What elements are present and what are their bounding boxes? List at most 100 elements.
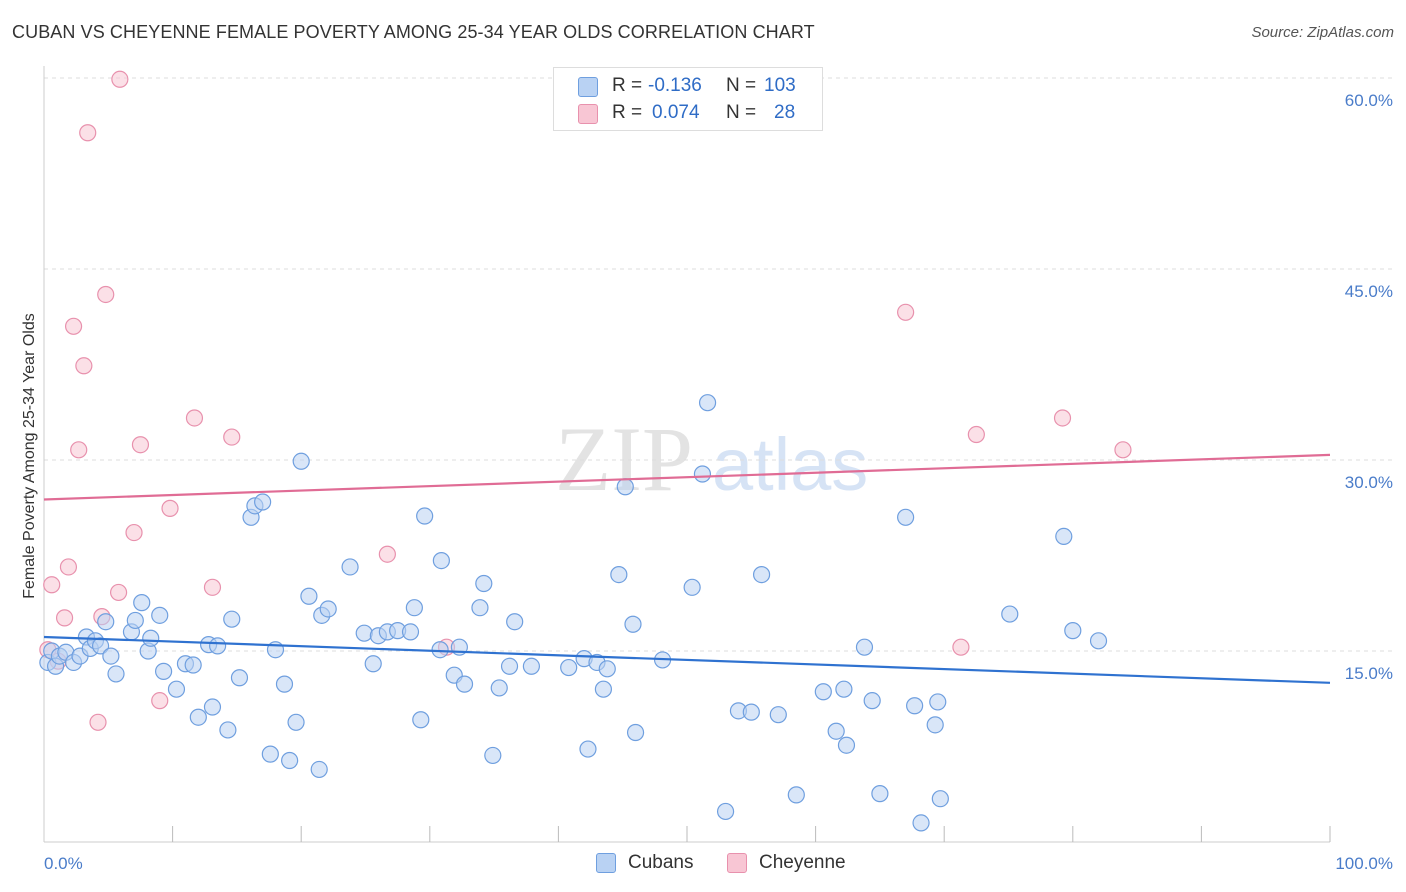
cheyenne-point [1053,409,1072,427]
n-value: 103 [764,75,796,96]
cuban-point [1001,605,1019,623]
cheyenne-point [64,317,83,335]
cuban-point [281,751,299,770]
cuban-point [107,665,125,683]
cuban-point [863,692,881,710]
cuban-point [897,508,915,526]
cuban-point [184,656,202,674]
cuban-point [416,507,434,525]
cuban-point [490,679,508,697]
cuban-point [716,802,735,821]
x-tick-label-max: 100.0% [1335,854,1393,873]
cuban-point [837,736,856,754]
cuban-point [906,697,924,715]
cheyenne-point [378,545,396,563]
cheyenne-swatch [578,104,598,124]
cuban-point [931,790,949,808]
r-value: 0.074 [652,102,700,123]
cuban-point [219,721,237,739]
n-label: N = [726,102,757,123]
cuban-point [594,680,613,698]
cheyenne-point [131,436,150,454]
cuban-trend-line [43,635,1331,684]
cuban-point [223,610,241,628]
cuban-point [855,638,874,656]
x-tick-label-min: 0.0% [44,854,83,873]
x-axis-ticks [172,826,1331,842]
cuban-point [209,637,227,655]
y-tick-label: 60.0% [1345,91,1393,110]
cuban-point [926,716,944,734]
cuban-point [610,565,628,584]
watermark: ZIP atlas [555,408,868,510]
r-value: -0.136 [648,75,702,96]
cheyenne-point [55,609,74,627]
y-tick-label: 30.0% [1345,473,1393,492]
cuban-point [203,698,222,716]
cuban-point [500,657,519,675]
gridlines [44,77,1392,652]
cheyenne-point [70,441,88,459]
cuban-point [261,745,279,763]
cuban-point [484,746,502,765]
r-label: R = [612,75,643,96]
cuban-point [431,641,449,659]
cuban-point [693,465,712,483]
cuban-point [189,708,207,726]
y-axis-label: Female Poverty Among 25-34 Year Olds [21,313,38,599]
cheyenne-point [151,692,169,710]
cuban-point [683,578,701,596]
cuban-point [624,615,642,633]
cheyenne-point [75,357,93,375]
cheyenne-trend-line [43,453,1331,501]
stats-legend: R = -0.136 N = 103 R = 0.074 N = 28 [553,67,823,131]
cheyenne-points [39,70,1132,731]
r-label: R = [612,102,643,123]
cuban-point [133,594,151,612]
trend-lines [43,453,1331,684]
cuban-point [151,606,169,624]
cheyenne-point [952,638,970,656]
cuban-point [471,599,489,617]
cuban-point [287,713,305,731]
cuban-point [292,452,310,470]
cuban-point [401,623,420,641]
cuban-point [412,711,430,729]
cheyenne-point [1114,441,1132,459]
cuban-point [142,629,160,647]
y-tick-label: 15.0% [1345,664,1393,683]
cuban-point [364,655,382,673]
cuban-point [230,669,249,687]
cuban-point [560,658,578,677]
cheyenne-point [125,523,143,542]
cuban-point [698,394,717,412]
cuban-point [787,786,805,804]
cuban-point [319,600,337,618]
cuban-point [912,814,930,832]
cuban-point [310,760,328,779]
cheyenne-point [59,558,78,576]
cuban-point [102,647,120,665]
chart-title: CUBAN VS CHEYENNE FEMALE POVERTY AMONG 2… [12,22,815,42]
n-value: 28 [774,102,796,123]
cuban-point [455,675,474,693]
cheyenne-point [967,425,985,444]
cuban-points [39,394,1108,832]
cuban-point [154,662,173,680]
cheyenne-point [897,303,915,321]
cuban-point [827,722,845,740]
cuban-point [752,565,771,584]
cheyenne-point [97,285,115,304]
cuban-point [814,683,832,701]
cheyenne-legend-label: Cheyenne [759,852,846,873]
cuban-point [616,478,634,496]
cuban-point [432,551,450,570]
cuban-point [929,693,947,711]
cuban-point [475,574,493,593]
cuban-point [167,680,186,698]
cuban-point [275,675,294,693]
cuban-point [91,637,110,655]
cheyenne-point [79,124,97,142]
cheyenne-point [111,70,129,88]
